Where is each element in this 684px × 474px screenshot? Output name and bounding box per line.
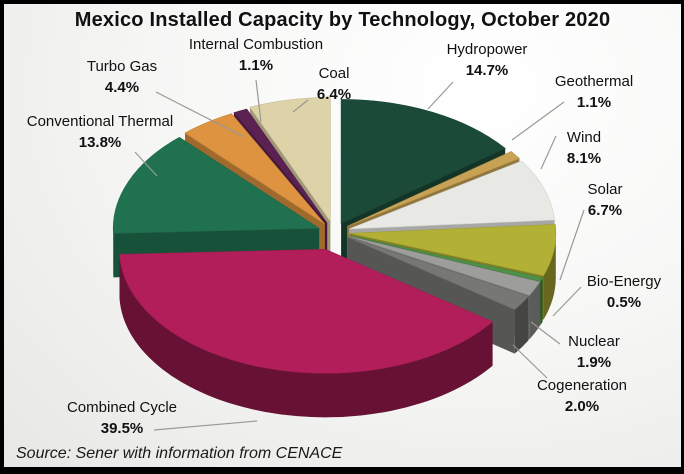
leader-line-internal-combustion <box>255 79 262 123</box>
pie-slice-combined-cycle <box>119 248 494 418</box>
leader-line-solar <box>559 209 585 281</box>
source-note: Source: Sener with information from CENA… <box>16 445 343 462</box>
chart-title: Mexico Installed Capacity by Technology,… <box>74 9 611 31</box>
leader-line-geothermal <box>511 101 565 141</box>
leader-line-cogeneration <box>512 344 548 379</box>
leader-line-coal <box>292 99 309 113</box>
leader-line-turbo-gas <box>155 91 245 138</box>
leader-line-hydropower <box>427 81 454 110</box>
leader-line-bio-energy <box>552 286 582 317</box>
pie-chart <box>112 79 585 431</box>
leader-line-conventional-thermal <box>134 151 158 177</box>
leader-line-nuclear <box>530 321 561 345</box>
leader-line-wind <box>540 135 557 170</box>
leader-line-combined-cycle <box>153 420 258 431</box>
